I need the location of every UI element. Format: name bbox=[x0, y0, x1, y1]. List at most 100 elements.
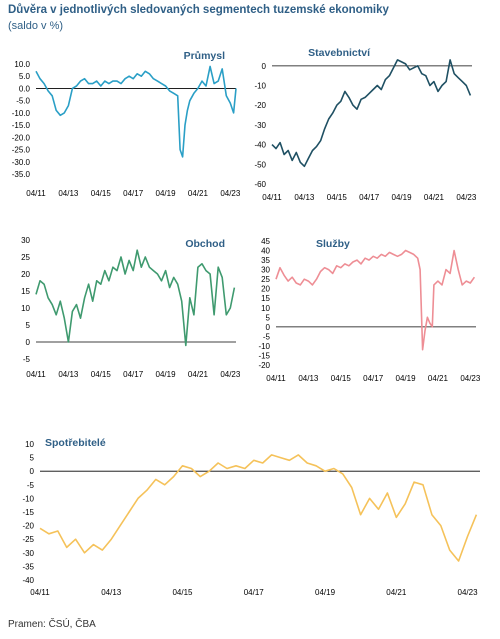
x-tick-label: 04/23 bbox=[220, 189, 241, 198]
y-tick-label: -5 bbox=[27, 481, 35, 490]
x-tick-label: 04/17 bbox=[123, 370, 144, 379]
y-tick-label: -35 bbox=[22, 562, 34, 571]
x-tick-label: 04/23 bbox=[458, 588, 479, 597]
chart-title: Důvěra v jednotlivých sledovaných segmen… bbox=[8, 4, 389, 16]
x-tick-label: 04/19 bbox=[156, 370, 177, 379]
x-tick-label: 04/19 bbox=[396, 374, 417, 383]
series-line bbox=[271, 59, 472, 168]
x-tick-label: 04/13 bbox=[294, 193, 315, 202]
x-tick-label: 04/15 bbox=[91, 189, 112, 198]
y-tick-label: -30.0 bbox=[12, 158, 31, 167]
y-tick-label: 30 bbox=[261, 266, 270, 275]
y-tick-label: 30 bbox=[21, 236, 30, 245]
y-tick-label: 0.0 bbox=[19, 84, 31, 93]
y-tick-label: 5 bbox=[26, 321, 31, 330]
y-tick-label: -10 bbox=[254, 82, 266, 91]
panel-title: Stavebnictví bbox=[308, 47, 371, 59]
y-tick-label: 15 bbox=[21, 287, 30, 296]
chart-prumysl: 10.0 5.0 0.0 -5.0 -10.0 -15.0 -20.0 -25.0 -30.0 -… bbox=[12, 50, 241, 198]
x-tick-label: 04/23 bbox=[456, 193, 477, 202]
y-tick-label: -20.0 bbox=[12, 133, 31, 142]
panel-title: Průmysl bbox=[184, 50, 226, 62]
x-tick-label: 04/13 bbox=[101, 588, 122, 597]
y-tick-label: -20 bbox=[254, 101, 266, 110]
chart-spotrebitele: 10 5 0 -5 -10 -15 -20 -25 -30 -35 -40 04/11 04/13 04/… bbox=[22, 437, 480, 597]
panel-title: Spotřebitelé bbox=[45, 437, 106, 449]
chart-subtitle: (saldo v %) bbox=[8, 20, 64, 32]
x-tick-label: 04/21 bbox=[188, 189, 209, 198]
y-tick-label: 10 bbox=[25, 440, 34, 449]
chart-stavebnictvi: 0 -10 -20 -30 -40 -50 -60 04/11 04/13 04/15 04/17 0… bbox=[254, 47, 477, 202]
x-tick-label: 04/15 bbox=[91, 370, 112, 379]
x-tick-label: 04/11 bbox=[26, 370, 46, 379]
x-tick-label: 04/17 bbox=[363, 374, 384, 383]
y-tick-label: 20 bbox=[21, 270, 30, 279]
x-tick-label: 04/21 bbox=[188, 370, 209, 379]
x-tick-label: 04/11 bbox=[26, 189, 46, 198]
panel-title: Obchod bbox=[185, 238, 225, 250]
y-tick-label: 40 bbox=[261, 247, 270, 256]
x-tick-label: 04/21 bbox=[386, 588, 407, 597]
y-tick-label: -20 bbox=[22, 522, 34, 531]
y-tick-label: 10 bbox=[21, 304, 30, 313]
y-tick-label: 0 bbox=[30, 467, 35, 476]
x-tick-label: 04/19 bbox=[156, 189, 177, 198]
x-tick-label: 04/17 bbox=[123, 189, 144, 198]
x-tick-label: 04/19 bbox=[315, 588, 336, 597]
x-tick-label: 04/17 bbox=[244, 588, 265, 597]
series-line bbox=[275, 249, 476, 351]
y-tick-label: -40 bbox=[254, 141, 266, 150]
y-tick-label: -30 bbox=[22, 549, 34, 558]
y-tick-label: -25 bbox=[22, 535, 34, 544]
x-tick-label: 04/11 bbox=[30, 588, 50, 597]
y-tick-label: 15 bbox=[261, 294, 270, 303]
x-tick-label: 04/19 bbox=[392, 193, 413, 202]
y-tick-label: 0 bbox=[262, 62, 267, 71]
source-note: Pramen: ČSÚ, ČBA bbox=[8, 619, 96, 630]
y-tick-label: -5 bbox=[23, 355, 31, 364]
y-tick-label: -25.0 bbox=[12, 146, 31, 155]
y-tick-label: -20 bbox=[258, 361, 270, 370]
x-tick-label: 04/21 bbox=[428, 374, 449, 383]
y-tick-label: 10.0 bbox=[14, 60, 30, 69]
series-line bbox=[35, 249, 236, 347]
x-tick-label: 04/17 bbox=[359, 193, 380, 202]
y-tick-label: 10 bbox=[261, 304, 270, 313]
panel-title: Služby bbox=[316, 238, 350, 250]
series-line bbox=[39, 454, 478, 562]
y-tick-label: -40 bbox=[22, 576, 34, 585]
y-tick-label: 0 bbox=[266, 323, 271, 332]
y-tick-label: 25 bbox=[21, 253, 30, 262]
chart-obchod: 30 25 20 15 10 5 0 -5 04/11 04/13 04/15 04/17 04/19 0… bbox=[21, 236, 241, 379]
y-tick-label: -10.0 bbox=[12, 109, 31, 118]
y-tick-label: 20 bbox=[261, 285, 270, 294]
x-tick-label: 04/13 bbox=[58, 189, 79, 198]
y-tick-label: -15 bbox=[22, 508, 34, 517]
y-tick-label: -15.0 bbox=[12, 121, 31, 130]
y-tick-label: -50 bbox=[254, 160, 266, 169]
x-tick-label: 04/15 bbox=[331, 374, 352, 383]
x-tick-label: 04/23 bbox=[220, 370, 241, 379]
y-tick-label: 35 bbox=[261, 256, 270, 265]
y-tick-label: -10 bbox=[22, 494, 34, 503]
y-tick-label: -5.0 bbox=[16, 97, 30, 106]
x-tick-label: 04/23 bbox=[460, 374, 481, 383]
y-tick-label: -35.0 bbox=[12, 170, 31, 179]
y-tick-label: 5 bbox=[266, 313, 271, 322]
x-tick-label: 04/11 bbox=[262, 193, 282, 202]
x-tick-label: 04/11 bbox=[266, 374, 286, 383]
y-tick-label: -5 bbox=[263, 332, 271, 341]
y-tick-label: 5 bbox=[30, 454, 35, 463]
y-tick-label: 0 bbox=[26, 338, 31, 347]
y-tick-label: 25 bbox=[261, 275, 270, 284]
x-tick-label: 04/15 bbox=[327, 193, 348, 202]
x-tick-label: 04/13 bbox=[58, 370, 79, 379]
y-tick-label: -10 bbox=[258, 342, 270, 351]
x-tick-label: 04/21 bbox=[424, 193, 445, 202]
y-tick-label: -15 bbox=[258, 351, 270, 360]
y-tick-label: 45 bbox=[261, 237, 270, 246]
y-tick-label: -60 bbox=[254, 180, 266, 189]
x-tick-label: 04/13 bbox=[298, 374, 319, 383]
x-tick-label: 04/15 bbox=[172, 588, 193, 597]
